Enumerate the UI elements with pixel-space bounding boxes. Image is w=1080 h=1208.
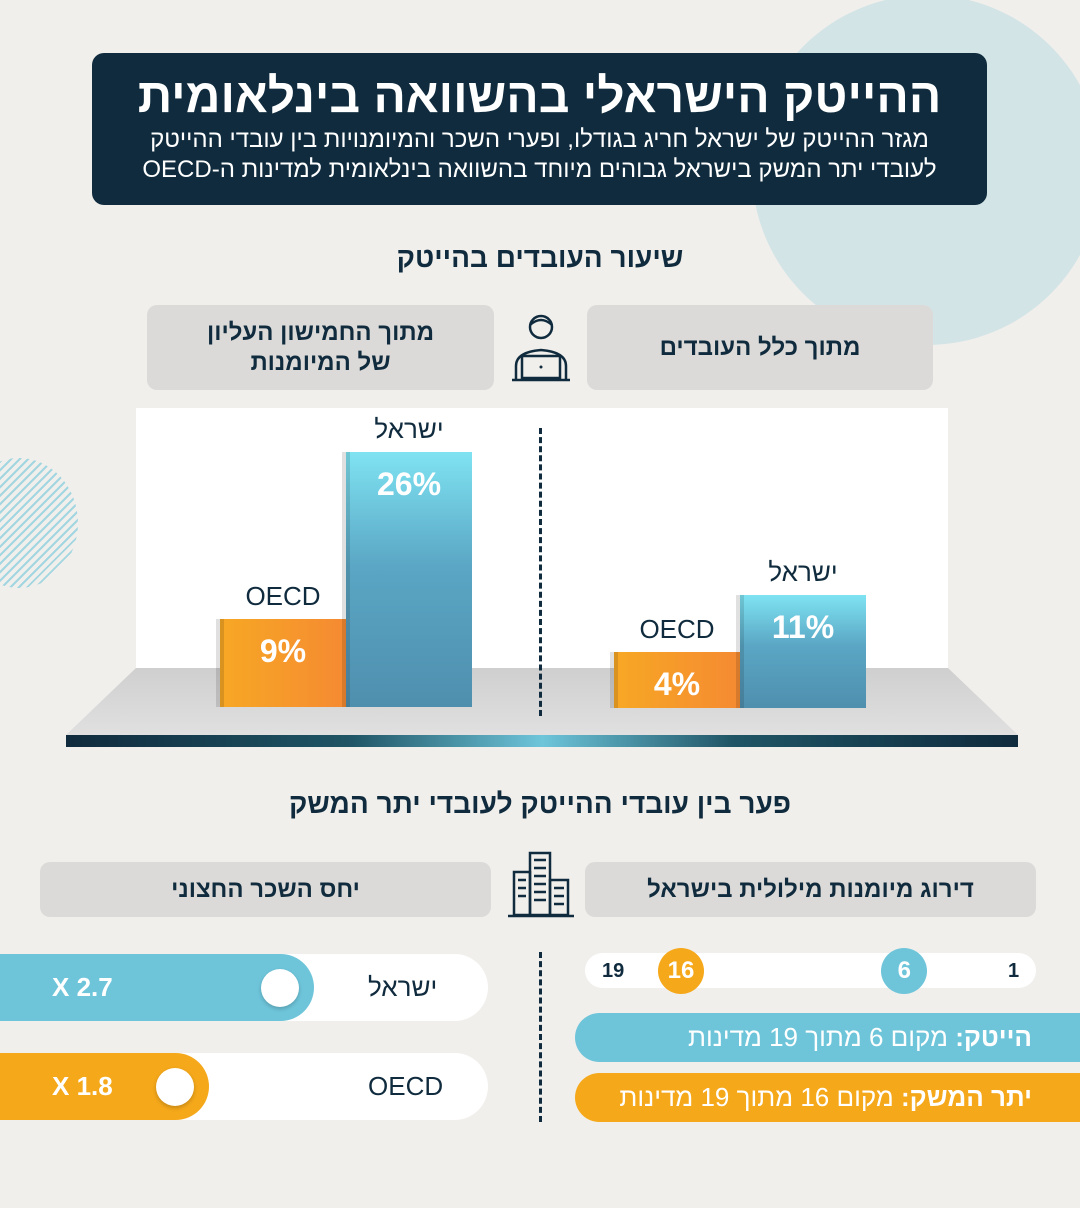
subtitle-line: מגזר ההייטק של ישראל חריג בגודלו, ופערי …	[150, 126, 929, 153]
chart-baseline	[66, 735, 1018, 747]
bar-1-0: 4%	[610, 652, 740, 708]
ranking-marker-label: 16	[667, 957, 695, 984]
divider-dashed	[539, 428, 542, 716]
buildings-icon	[508, 851, 574, 918]
hitech-ranking-bar: הייטק: מקום 6 מתוך 19 מדינות	[575, 1013, 1080, 1062]
bar-value-label: 9%	[259, 632, 307, 669]
box-label: מתוך החמישון העליון	[206, 318, 435, 346]
bar-value-label: 26%	[376, 466, 442, 503]
rest-label: יתר המשק:	[901, 1082, 1032, 1112]
wage-ratio-fill: X 2.7	[0, 954, 314, 1021]
subtitle-line: לעובדי יתר המשק בישראל גבוהים מיוחד בהשו…	[142, 156, 937, 183]
label-box-skill-ranking: דירוג מיומנות מילולית בישראל	[585, 862, 1036, 917]
ranking-track	[585, 953, 1036, 988]
wage-ratio-name: ישראל	[368, 972, 438, 1002]
wage-ratio-knob	[156, 1068, 194, 1106]
bar-category-label: OECD	[639, 614, 715, 644]
bar-value-label: 4%	[653, 666, 701, 702]
divider-dashed	[539, 952, 542, 1122]
hitech-label: הייטק:	[955, 1022, 1032, 1052]
wage-ratio-value: X 1.8	[52, 1071, 113, 1101]
bar-category-label: OECD	[245, 580, 321, 611]
header-banner: ההייטק הישראלי בהשוואה בינלאומית מגזר הה…	[92, 53, 987, 205]
ranking-min-label: 1	[1008, 960, 1020, 982]
box-label: של המיומנות	[250, 348, 391, 376]
section-title: פער בין עובדי ההייטק לעובדי יתר המשק	[288, 788, 792, 819]
label-box-all-workers: מתוך כלל העובדים	[587, 305, 933, 390]
box-label: דירוג מיומנות מילולית בישראל	[647, 875, 974, 903]
bar-value-label: 11%	[771, 608, 835, 645]
ranking-marker: 16	[658, 948, 704, 994]
box-label: יחס השכר החצוני	[171, 875, 360, 903]
chart-floor	[66, 668, 1018, 735]
label-box-top-quintile: מתוך החמישון העליון של המיומנות	[147, 305, 494, 390]
bar-0-0: 9%	[216, 618, 346, 708]
wage-ratio-name: OECD	[368, 1071, 444, 1101]
worker-laptop-icon	[512, 314, 570, 382]
bar-1-1: 11%	[736, 594, 866, 709]
bar-category-label: ישראל	[768, 556, 838, 587]
decorative-stripes	[0, 458, 78, 588]
ranking-marker: 6	[881, 948, 928, 994]
wage-ratio-knob	[261, 969, 299, 1007]
box-label: מתוך כלל העובדים	[659, 333, 861, 361]
ranking-marker-label: 6	[897, 957, 911, 984]
page-title: ההייטק הישראלי בהשוואה בינלאומית	[137, 70, 942, 123]
ranking-max-label: 19	[602, 960, 625, 982]
section-title: שיעור העובדים בהייטק	[396, 242, 684, 273]
rest-ranking-bar: יתר המשק: מקום 16 מתוך 19 מדינות	[575, 1073, 1080, 1122]
label-box-wage-ratio: יחס השכר החצוני	[40, 862, 491, 917]
rest-text: מקום 16 מתוך 19 מדינות	[619, 1082, 902, 1112]
bar-category-label: ישראל	[374, 414, 444, 445]
hitech-text: מקום 6 מתוך 19 מדינות	[688, 1022, 956, 1052]
bar-0-1: 26%	[342, 452, 472, 707]
wage-ratio-value: X 2.7	[52, 972, 113, 1002]
